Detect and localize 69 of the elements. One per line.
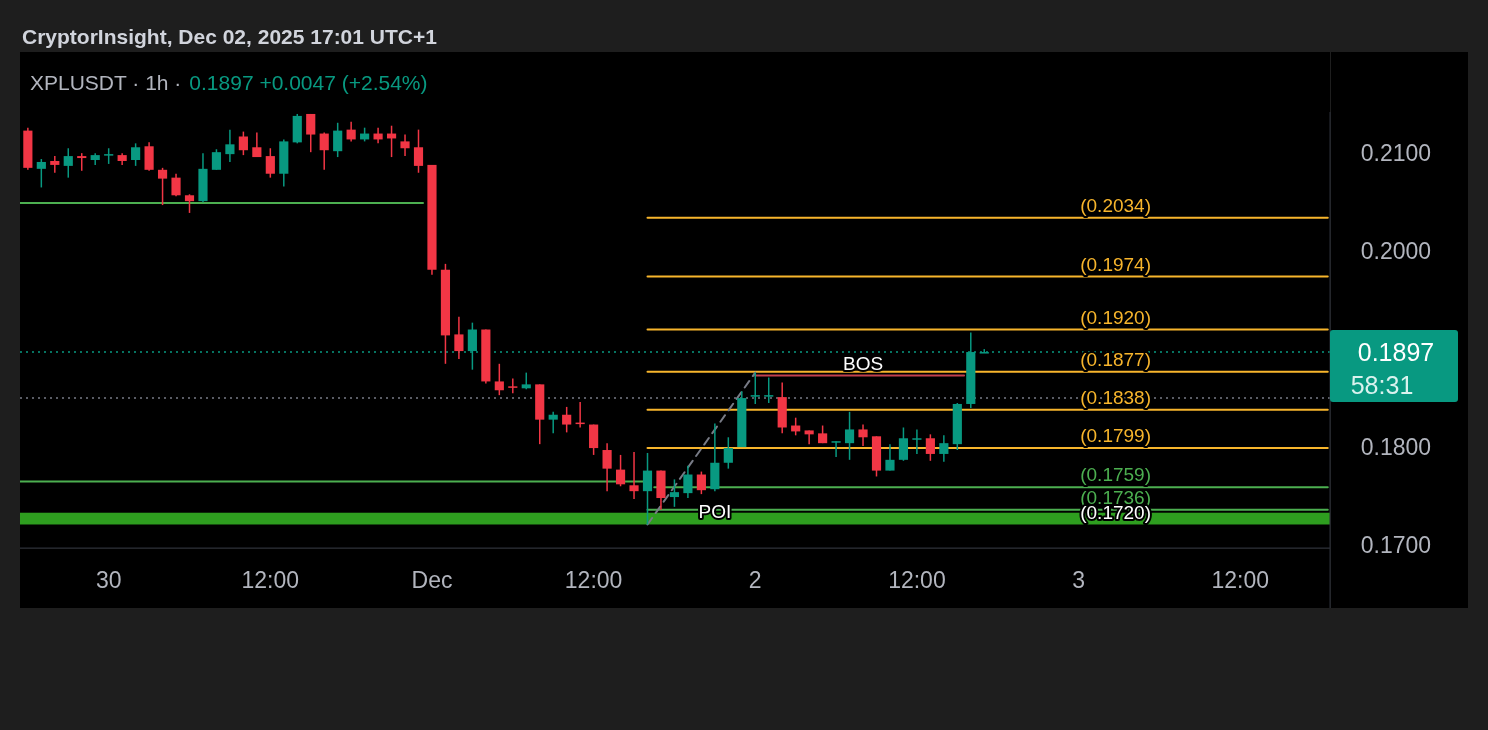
candlestick xyxy=(939,434,949,463)
candlestick xyxy=(764,376,774,404)
x-tick-label: 2 xyxy=(748,567,762,593)
candlestick xyxy=(306,113,316,153)
candlestick xyxy=(225,128,235,163)
text: 58:31 xyxy=(1350,371,1414,400)
ref-line-label: 0.1897 xyxy=(1357,338,1435,367)
candlestick xyxy=(683,464,693,499)
candlestick xyxy=(723,436,733,470)
annotation: (0.1877) xyxy=(1080,348,1151,370)
annotation: (0.1799) xyxy=(1080,425,1151,447)
x-tick-label: 3 xyxy=(1072,567,1085,593)
candlestick xyxy=(629,451,639,500)
candlestick xyxy=(831,440,841,458)
candlestick xyxy=(858,423,868,447)
candlestick xyxy=(615,454,626,488)
candlestick xyxy=(131,142,141,167)
candlestick xyxy=(413,128,424,174)
chart-title: CryptorInsight, Dec 02, 2025 17:01 UTC+1 xyxy=(22,25,438,48)
candlestick xyxy=(184,193,195,214)
candlestick xyxy=(333,122,343,158)
y-tick-label: 0.1700 xyxy=(1360,532,1432,559)
candlestick xyxy=(265,147,275,179)
candlestick xyxy=(252,131,262,158)
x-tick-label: Dec xyxy=(411,567,453,593)
x-tick-label: 30 xyxy=(95,567,122,593)
candlestick xyxy=(171,172,181,198)
candlestick xyxy=(548,411,558,435)
candlestick xyxy=(804,429,814,445)
x-tick-label: 12:00 xyxy=(1211,567,1269,593)
candlestick xyxy=(885,443,895,472)
chart-subtitle: XPLUSDT · 1h · xyxy=(30,71,182,94)
candlestick xyxy=(63,147,73,179)
x-tick-label: 12:00 xyxy=(241,567,300,593)
candlestick xyxy=(454,316,464,360)
candlestick xyxy=(346,121,356,143)
candlestick xyxy=(589,423,599,456)
annotation: (0.1759) xyxy=(1080,464,1151,486)
candlestick xyxy=(211,148,222,171)
candlestick xyxy=(238,130,248,156)
text: 0.1897 +0.0047 (+2.54%) xyxy=(189,71,428,94)
candlestick xyxy=(750,371,760,405)
candlestick xyxy=(144,141,154,172)
annotation: BOS xyxy=(842,352,884,374)
x-tick-label: 12:00 xyxy=(888,567,946,593)
candlestick xyxy=(602,442,612,492)
candlestick xyxy=(898,426,909,462)
candlestick xyxy=(925,433,935,462)
candlestick xyxy=(400,133,410,157)
candlestick xyxy=(696,470,706,495)
y-tick-label: 0.2100 xyxy=(1360,140,1432,167)
annotation: (0.1920) xyxy=(1080,306,1151,328)
annotation: (0.2034) xyxy=(1080,194,1151,216)
y-tick-label: 0.2000 xyxy=(1360,238,1432,265)
candlestick xyxy=(669,478,680,508)
candlestick xyxy=(319,131,329,171)
annotation: (0.1974) xyxy=(1080,253,1151,275)
candlestick xyxy=(844,411,855,461)
x-tick-label: 12:00 xyxy=(564,567,623,593)
candlestick xyxy=(562,406,572,434)
annotation: (0.1838) xyxy=(1080,386,1151,408)
candlestick xyxy=(36,158,46,189)
candlestick xyxy=(642,452,653,526)
y-tick-label: 0.1800 xyxy=(1360,434,1432,461)
candlestick xyxy=(157,167,168,206)
candlestick xyxy=(494,363,504,396)
candlestick xyxy=(50,155,60,174)
candlestick xyxy=(912,428,922,455)
candlestick xyxy=(508,377,518,394)
